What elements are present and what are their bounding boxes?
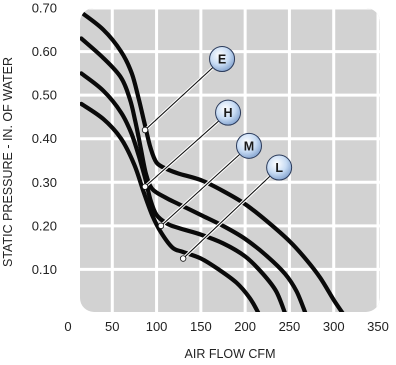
curve-h (80, 36, 308, 312)
badge-label-m: M (244, 139, 254, 153)
y-tick-label: 0.70 (32, 1, 57, 16)
x-tick-label: 50 (105, 319, 119, 334)
leader-line-m (160, 145, 250, 227)
leader-line-l (182, 167, 280, 259)
x-axis-ticks: 0 50 100 150 200 250 300 350 (64, 319, 388, 334)
leader-dot-m (157, 222, 165, 230)
curve-label-leaders (141, 57, 281, 262)
leader-line-h (144, 112, 229, 188)
badge-h (215, 99, 242, 126)
curve-m (80, 71, 288, 312)
leader-dot-e (141, 126, 149, 134)
leader-dot-h (141, 183, 149, 190)
x-tick-label: 0 (64, 319, 71, 334)
x-tick-label: 350 (367, 319, 389, 334)
curve-l (80, 101, 261, 312)
badge-l (266, 154, 293, 181)
x-tick-label: 250 (279, 319, 301, 334)
y-tick-label: 0.20 (32, 218, 57, 233)
x-tick-label: 300 (323, 319, 345, 334)
plot-background (80, 8, 380, 312)
y-tick-label: 0.60 (32, 44, 57, 59)
leader-line-e (144, 58, 223, 131)
x-tick-label: 200 (234, 319, 256, 334)
y-axis-ticks: 0.10 0.20 0.30 0.40 0.50 0.60 0.70 (32, 1, 57, 277)
badge-e (209, 46, 236, 72)
badge-label-e: E (218, 53, 226, 67)
badge-label-l: L (275, 161, 283, 175)
y-tick-label: 0.40 (32, 131, 57, 146)
y-axis-title: STATIC PRESSURE - IN. OF WATER (1, 57, 15, 267)
x-tick-label: 150 (190, 319, 212, 334)
x-tick-label: 100 (146, 319, 168, 334)
y-tick-label: 0.30 (32, 175, 57, 190)
x-axis-title: AIR FLOW CFM (185, 347, 276, 361)
fan-curves (80, 10, 345, 312)
curve-e (80, 10, 345, 312)
badge-m (236, 132, 262, 159)
badge-label-h: H (224, 106, 233, 120)
curve-label-badges: E H M L (209, 46, 293, 181)
leader-dot-l (179, 255, 187, 262)
y-tick-label: 0.50 (32, 88, 57, 103)
y-tick-label: 0.10 (32, 262, 57, 277)
